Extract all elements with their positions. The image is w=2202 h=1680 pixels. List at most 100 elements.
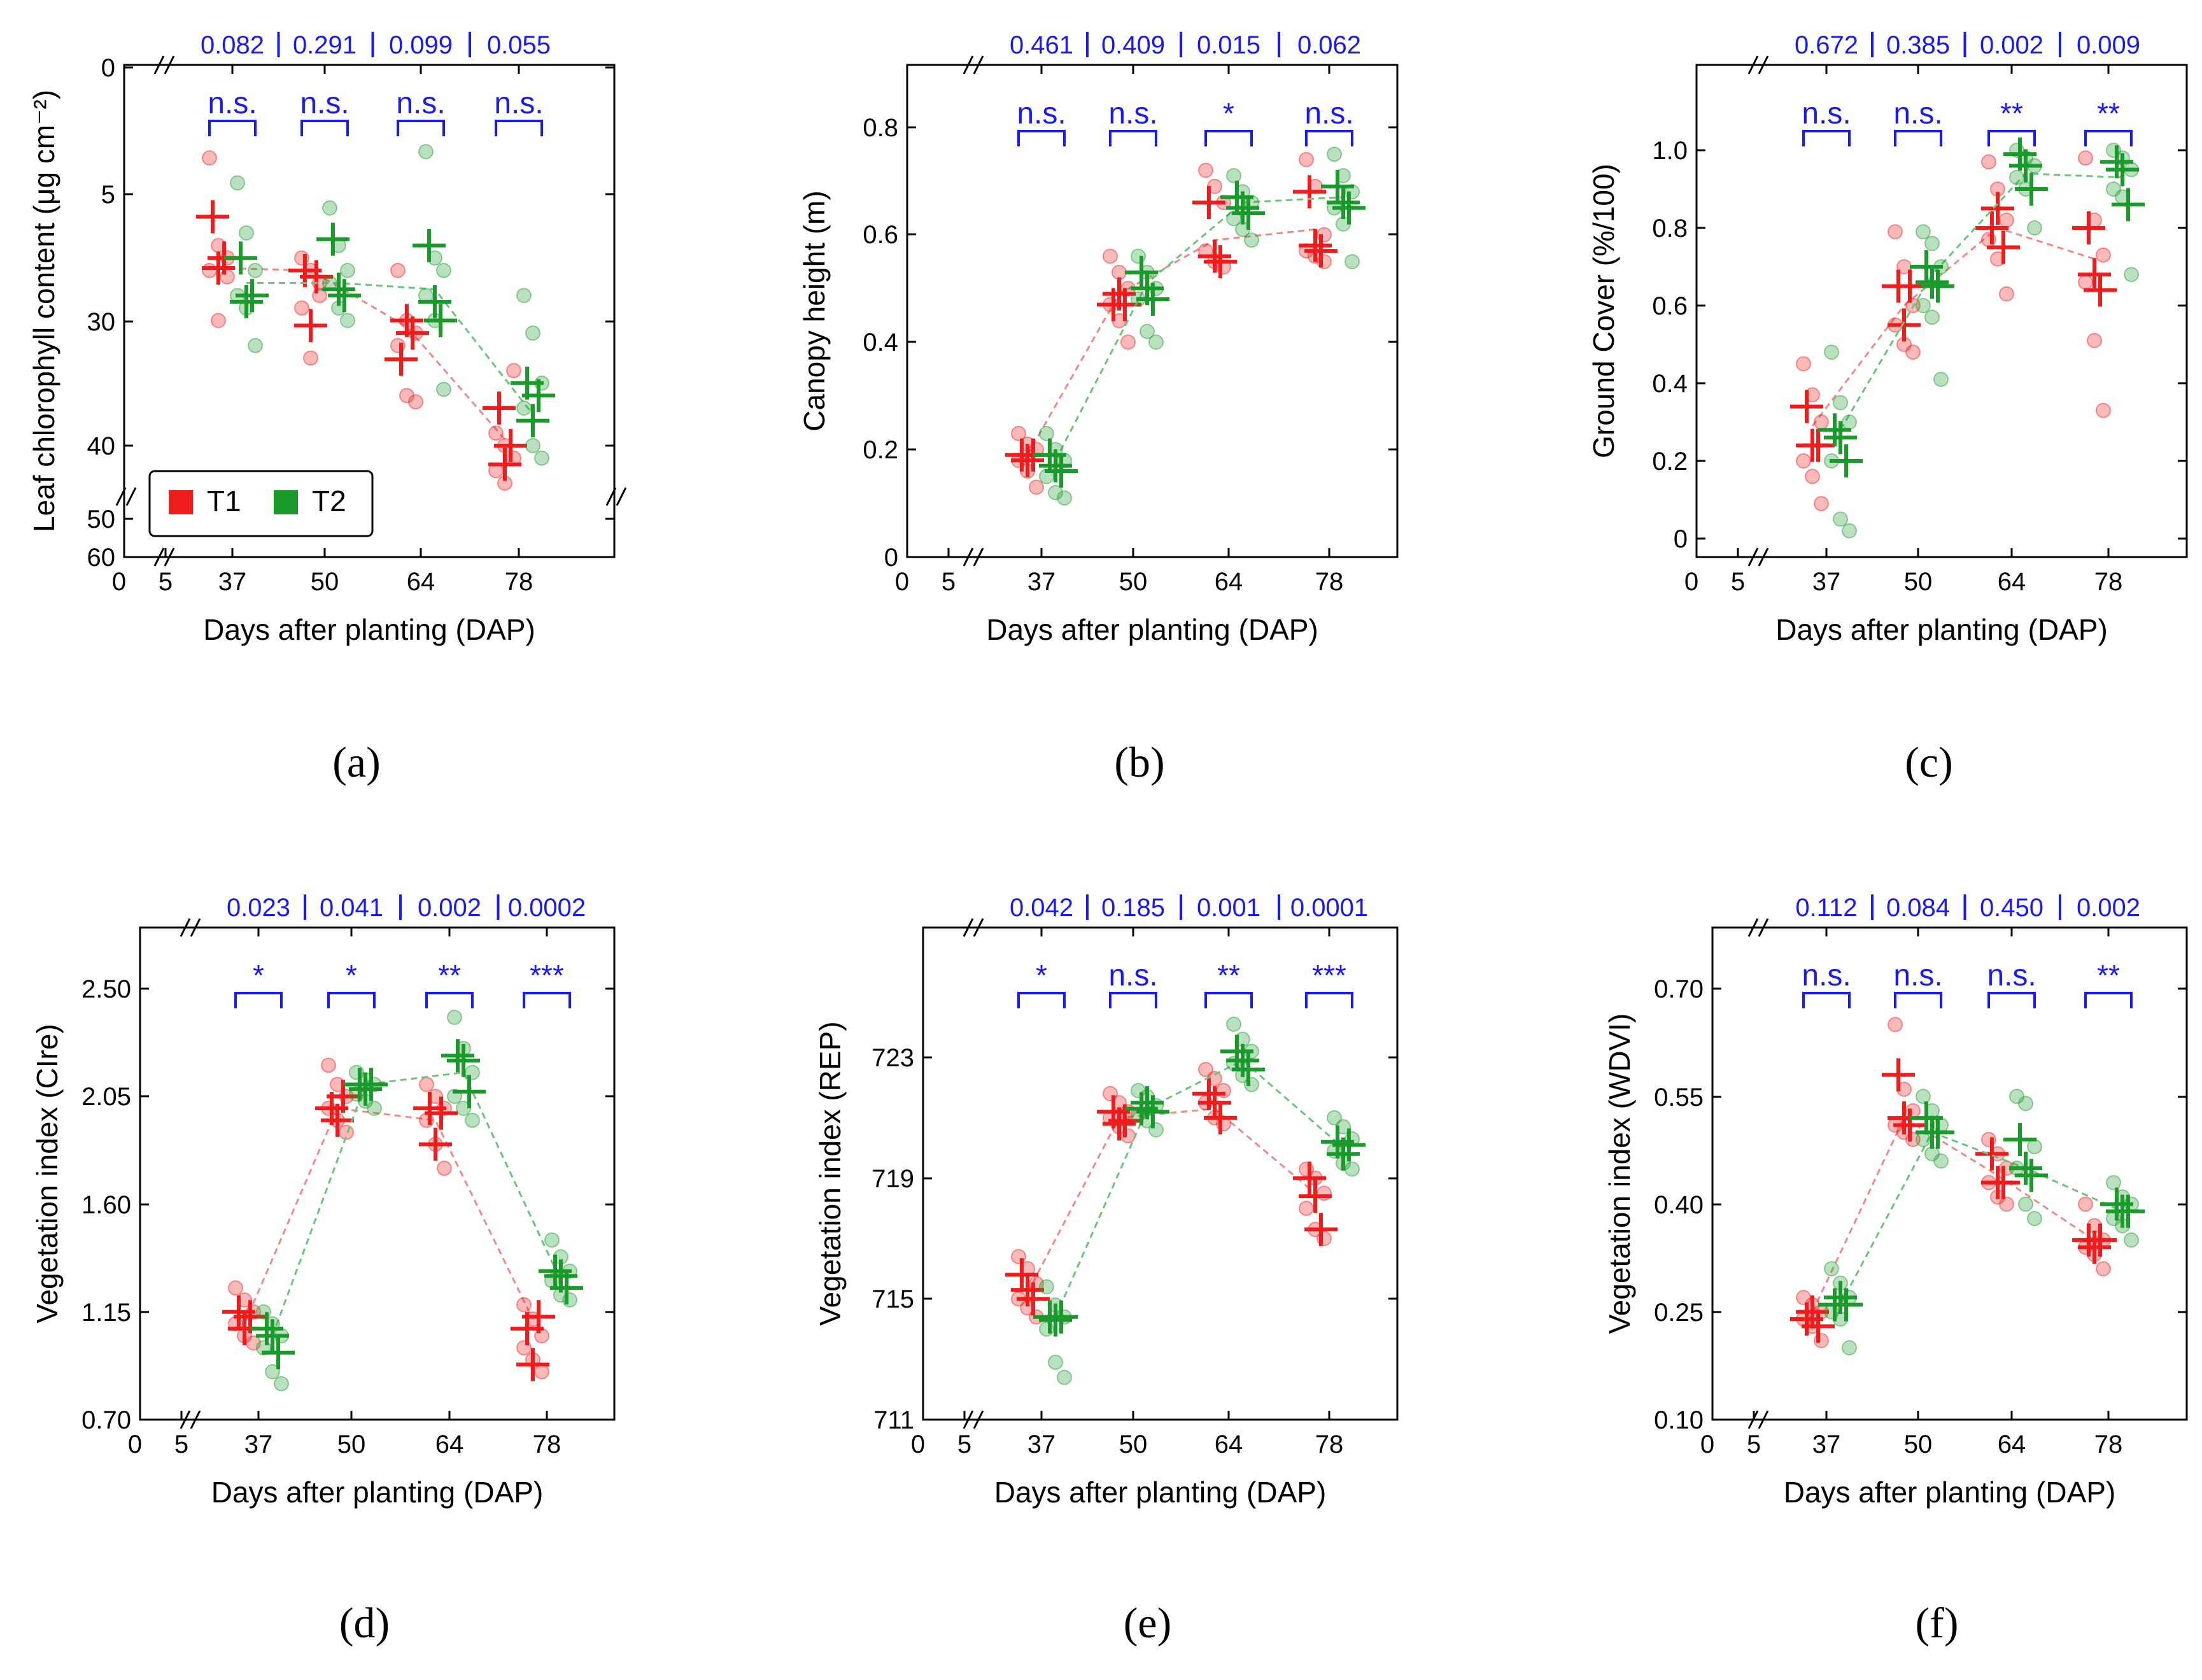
data-point-T2 (1824, 344, 1839, 360)
x-tick-label: 78 (1315, 568, 1344, 596)
panel-label: (e) (1124, 1599, 1171, 1647)
x-tick-label: 50 (1904, 1430, 1933, 1458)
axis-break-mark (180, 1410, 191, 1429)
data-point-T2 (367, 1101, 382, 1117)
data-point-T2 (265, 1364, 280, 1380)
panel-label: (a) (332, 738, 380, 786)
axis-break-mark (190, 1410, 201, 1429)
data-point-T2 (1833, 511, 1848, 527)
significance-label: ** (438, 959, 461, 992)
y-axis-label: Vegetation index (WDVI) (1603, 1013, 1636, 1334)
data-point-T2 (239, 225, 254, 241)
data-point-T1 (202, 262, 217, 278)
data-point-T2 (1924, 236, 1940, 251)
data-point-T2 (1833, 395, 1848, 411)
data-point-T2 (2009, 169, 2024, 185)
x-tick-label: 64 (1215, 568, 1243, 596)
mean-line-T1 (243, 1107, 534, 1325)
data-point-T2 (1842, 414, 1857, 430)
data-point-T2 (1842, 1340, 1857, 1356)
y-tick-label: 0 (884, 544, 898, 572)
mean-line-T2 (271, 1071, 562, 1336)
y-axis-label: Ground Cover (%/100) (1587, 164, 1620, 458)
axis-break-mark (963, 547, 974, 567)
significance-label: n.s. (1802, 97, 1851, 131)
y-axis-label: Vegetation index (REP) (814, 1021, 847, 1325)
significance-label: ** (1217, 959, 1240, 992)
series-T1 (196, 150, 527, 491)
mean-line-T2 (1839, 1131, 2123, 1306)
significance-bracket: n.s. (300, 87, 349, 136)
y-tick-label: 1.60 (81, 1191, 131, 1219)
significance-bracket: n.s. (1108, 959, 1158, 1008)
plot-frame (1711, 926, 2188, 1421)
mean-line-T2 (1054, 196, 1344, 461)
data-point-T2 (1226, 167, 1241, 183)
data-point-T1 (2087, 332, 2102, 348)
data-point-T2 (2027, 1139, 2042, 1155)
data-point-T2 (516, 288, 532, 304)
p-value-label: 0.002 (418, 894, 481, 922)
axis-break-mark (153, 55, 165, 74)
data-point-T2 (1140, 323, 1155, 339)
data-point-T1 (437, 1161, 452, 1176)
data-point-T1 (516, 1297, 532, 1313)
data-point-T1 (2096, 1261, 2111, 1277)
data-point-T1 (1120, 334, 1136, 350)
data-point-T1 (321, 1057, 336, 1073)
series-T2 (1033, 1016, 1366, 1385)
mean-line-T1 (1026, 228, 1316, 456)
significance-label: *** (530, 959, 564, 992)
data-point-T2 (322, 200, 337, 216)
significance-bracket: ** (1987, 97, 2036, 146)
significance-bracket: n.s. (1304, 97, 1354, 146)
bracket-line (1987, 992, 2036, 1008)
significance-label: n.s. (1017, 97, 1066, 131)
data-point-T2 (1916, 1131, 1931, 1147)
chart-panel-a: 0 5 37 50 64 78 Days after planting (DAP) 0 5 30 4… (27, 31, 627, 786)
data-point-T2 (525, 438, 540, 453)
significance-bracket: ** (2084, 97, 2133, 146)
legend-label-t1: T1 (207, 484, 241, 518)
data-point-T1 (534, 1364, 549, 1380)
significance-label: *** (1312, 959, 1346, 992)
axis-break-mark (973, 1410, 984, 1429)
x-tick-label: 64 (1998, 568, 2026, 596)
p-value-label: 0.185 (1101, 894, 1165, 922)
p-value-label: 0.042 (1010, 894, 1073, 922)
x-tick-label: 78 (2094, 1430, 2123, 1458)
p-value-label: 0.002 (1980, 31, 2043, 59)
x-tick-label: 37 (244, 1430, 273, 1458)
significance-bracket: n.s. (1802, 959, 1851, 1008)
data-point-T1 (1905, 344, 1921, 360)
data-point-T2 (2027, 1211, 2042, 1227)
legend-label-t2: T2 (312, 484, 346, 518)
data-point-T2 (1916, 1089, 1931, 1105)
data-point-T2 (2027, 220, 2042, 236)
y-tick-label: 2.05 (81, 1083, 131, 1111)
axis-break-mark (616, 487, 627, 506)
significance-bracket: n.s. (208, 87, 257, 136)
x-tick-label: 0 (128, 1430, 142, 1458)
data-point-T1 (1011, 425, 1026, 441)
significance-bracket: *** (1305, 959, 1353, 1008)
y-tick-label: 2.50 (81, 975, 131, 1003)
y-tick-label: 0 (1674, 525, 1688, 553)
data-point-T2 (516, 400, 532, 416)
p-value-label: 0.002 (2077, 894, 2140, 922)
data-point-T1 (2078, 1196, 2093, 1212)
data-point-T2 (1924, 309, 1940, 325)
p-value-label: 0.461 (1010, 31, 1073, 59)
data-point-T2 (1057, 1369, 1072, 1385)
x-tick-label: 5 (1747, 1430, 1761, 1458)
p-value-label: 0.009 (2077, 31, 2140, 59)
data-point-T1 (1888, 224, 1903, 240)
axis-break-mark (1758, 55, 1769, 74)
p-value-label: 0.015 (1197, 31, 1260, 59)
axis-break-mark (973, 547, 984, 567)
x-tick-label: 5 (174, 1430, 188, 1458)
data-point-T2 (1048, 484, 1063, 500)
significance-label: n.s. (1893, 97, 1942, 131)
data-point-T1 (1796, 356, 1811, 372)
